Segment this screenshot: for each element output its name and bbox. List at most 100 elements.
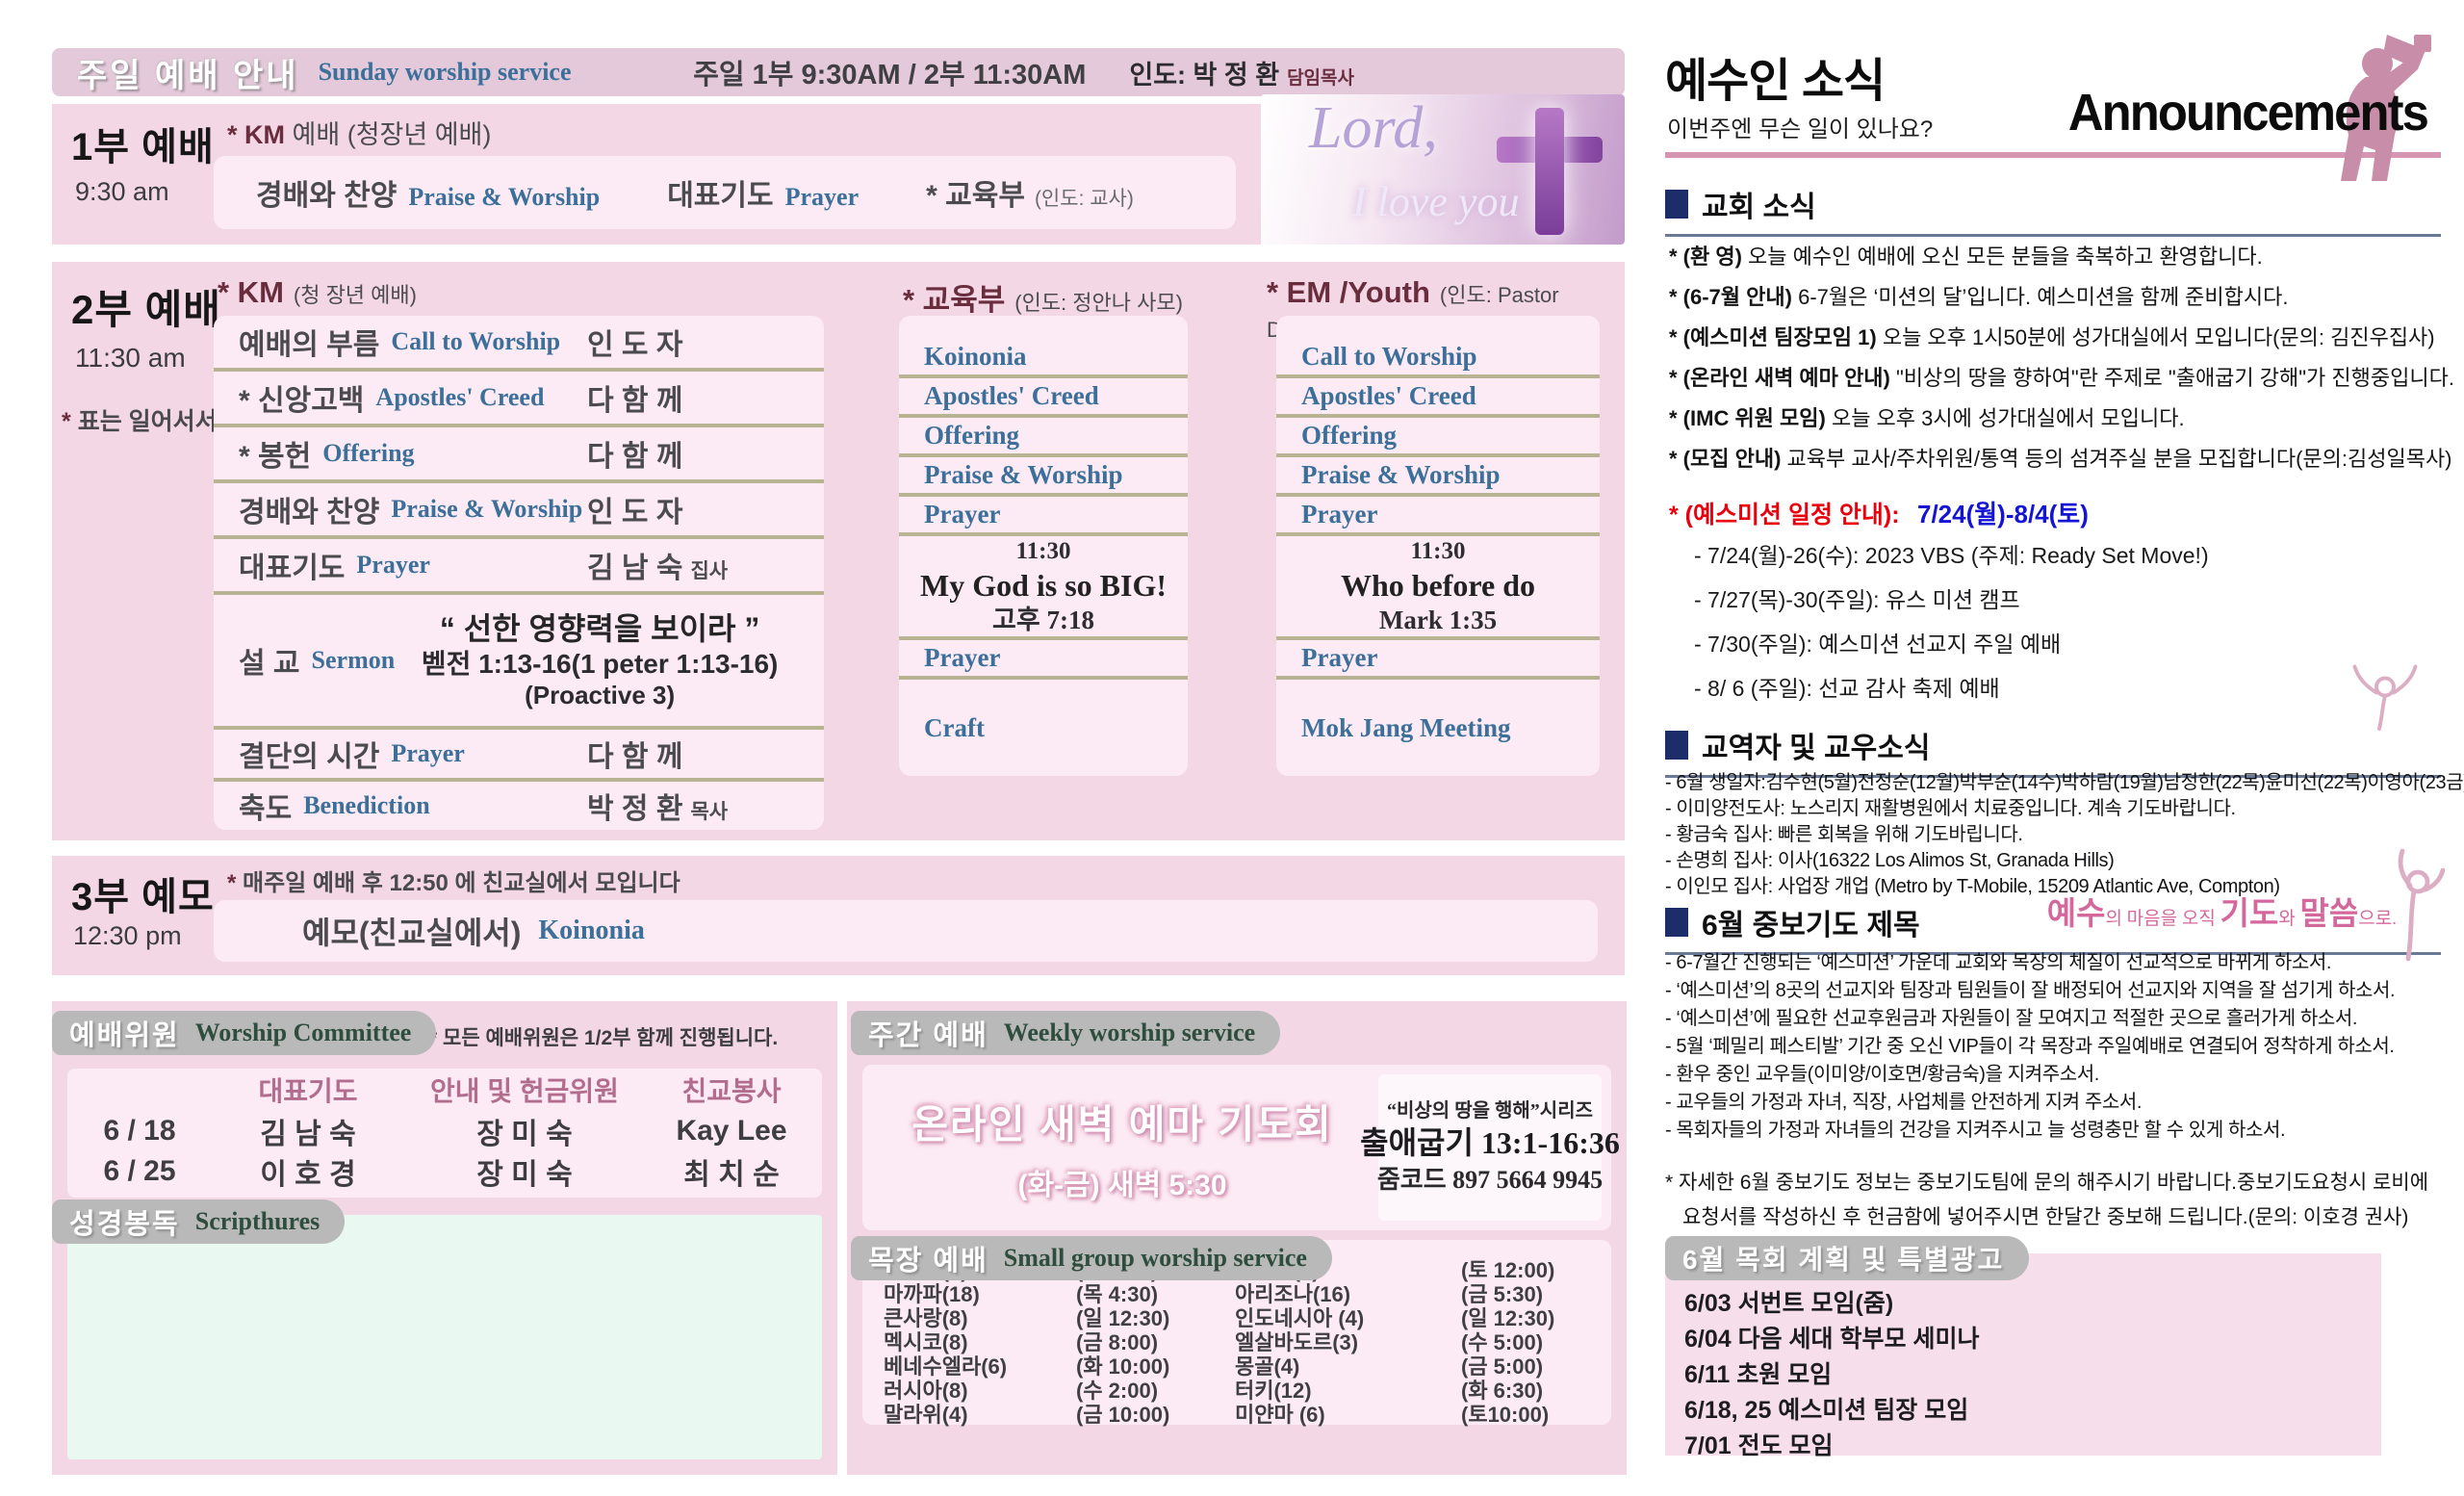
service2-section: 2부 예배 11:30 am * 표는 일어서서 * KM (청 장년 예배) 예… [52,262,1625,840]
special-announcements-label: 6월 목회 계획 및 특별광고 [1665,1236,2030,1280]
mission-schedule-date: 7/24(월)-8/4(토) [1917,500,2089,529]
smallgroup-row: 큰사랑(8) (일 12:30) 인도네시아 (4) (일 12:30) [884,1306,1555,1330]
news-item: * (IMC 위원 모임) 오늘 오후 3시에 성가대실에서 모입니다. [1669,406,2185,430]
committee-col-usher: 안내 및 헌금위원 [430,1076,619,1106]
service1-order-row: 경배와 찬양 Praise & Worship 대표기도 Prayer * 교육부(… [214,156,1236,229]
mission-item: - 7/30(주일): 예스미션 선교지 주일 예배 [1694,632,2062,657]
prayer-item: - ‘예스미션’의 8곳의 선교지와 팀장과 팀원들이 잘 배정되어 선교지와 … [1665,980,2396,1001]
km-row-response: 결단의 시간 Prayer 다 함 께 [214,730,824,782]
member-news-list: - 6월 생일자:김수현(5월)전정순(12월)박부순(14수)박하람(19월)… [1665,770,2464,900]
committee-section: 예배위원 Worship Committee * 모든 예배위원은 1/2부 함… [52,1001,837,1475]
prayer-item: - 6-7월간 진행되는 ‘예스미션’ 가운데 교회와 목장의 체질이 선교적으… [1665,952,2332,973]
weekly-box: 온라인 새벽 예마 기도회 (화-금) 새벽 5:30 “비상의 땅을 행해”시… [862,1065,1620,1230]
hero-image: Lord, I love you [1261,94,1625,245]
smallgroup-row: 마까파(18) (목 4:30) 아리조나(16) (금 5:30) [884,1282,1544,1306]
news-item: * (온라인 새벽 예마 안내) "비상의 땅을 향하여"란 주제로 "출애굽기… [1669,366,2454,390]
dawn-prayer-name: 온라인 새벽 예마 기도회 [911,1102,1333,1147]
em-row: Offering [1276,418,1600,457]
km-column-header: * KM (청 장년 예배) [218,275,417,309]
committee-col-prayer: 대표기도 [258,1076,358,1106]
news-item: * (예스미션 팀장모임 1) 오늘 오후 1시50분에 성가대실에서 모입니다… [1669,325,2435,349]
section-square-icon [1665,908,1688,937]
worship-guide-title-en: Sunday worship service [318,58,572,86]
service-leader: 인도: 박 정 환 담임목사 [1129,54,1354,91]
special-item: 7/01 전도 모임 [1684,1432,1834,1459]
praising-figure-icon [2339,662,2431,736]
service1-title: 1부 예배 [71,126,215,168]
service3-title: 3부 예모 [71,876,215,918]
weekly-label: 주간 예배 Weekly worship service [851,1011,1281,1055]
news-item: * (환 영) 오늘 예수인 예배에 오신 모든 분들을 축복하고 환영합니다. [1669,245,2263,269]
worship-guide-header: 주일 예배 안내 Sunday worship service 주일 1부 9:… [52,48,1625,96]
km-order-table: 예배의 부름 Call to Worship 인 도 자 * 신앙고백 Apostl… [214,316,824,830]
kids-row: Offering [899,418,1188,457]
smallgroup-row: 말라위(4) (금 10:00) 미얀마 (6) (토10:00) [884,1403,1550,1427]
prayer-note-line2: 요청서를 작성하신 후 헌금함에 넣어주시면 한달간 중보해 드립니다.(문의:… [1682,1206,2409,1228]
kids-row: Koinonia [899,339,1188,378]
praising-figure-icon [2387,847,2446,967]
em-order-table: Call to Worship Apostles' Creed Offering… [1276,316,1600,776]
service3-section: 3부 예모 12:30 pm * 매주일 예배 후 12:50 에 친교실에서 … [52,856,1625,975]
leader-title: 담임목사 [1287,67,1354,89]
church-news-list: * (환 영) 오늘 예수인 예배에 오신 모든 분들을 축복하고 환영합니다.… [1669,237,2454,479]
prayer-item: - 5월 ‘페밀리 페스티발’ 기간 중 오신 VIP들이 각 목장과 주일예배… [1665,1036,2395,1057]
hero-text-line1: Lord, [1309,95,1438,161]
kids-row: Apostles' Creed [899,378,1188,418]
smallgroup-row: 러시아(8) (수 2:00) 터키(12) (화 6:30) [884,1379,1544,1403]
service1-time: 9:30 am [75,177,169,206]
special-item: 6/18, 25 예스미션 팀장 모임 [1684,1397,1969,1424]
sermon-series: (Proactive 3) [525,680,676,709]
series-scripture: 출애굽기 13:1-16:36 [1360,1125,1620,1161]
service-times: 주일 1부 9:30AM / 2부 11:30AM [693,60,1087,90]
mission-schedule-line: * (예스미션 일정 안내): 7/24(월)-8/4(토) [1669,495,2089,530]
em-row: Praise & Worship [1276,457,1600,497]
kids-order-table: Koinonia Apostles' Creed Offering Praise… [899,316,1188,776]
em-row: Prayer [1276,640,1600,680]
special-item: 6/04 다음 세대 학부모 세미나 [1684,1326,1980,1353]
service1-item-praise: 경배와 찬양 Praise & Worship [256,180,601,212]
title-divider [1665,152,2441,158]
kids-column-header: * 교육부 (인도: 정안나 사모) [903,283,1183,317]
news-item: * (모집 안내) 교육부 교사/주차위원/통역 등의 섬겨주실 분을 모집합니… [1669,447,2452,471]
prayer-motto: 예수의 마음을 오직 기도와 말씀으로. [2046,897,2397,932]
weekly-section: 주간 예배 Weekly worship service 온라인 새벽 예마 기… [847,1001,1627,1475]
mission-schedule-label: * (예스미션 일정 안내): [1669,502,1900,529]
km-row-offering: * 봉헌 Offering 다 함 께 [214,427,824,483]
member-item: - 황금숙 집사: 빠른 회복을 위해 기도바립니다. [1665,824,2023,845]
sermon-scripture: 벧전 1:13-16(1 peter 1:13-16) [421,648,779,679]
dawn-prayer-series-box: “비상의 땅을 행해”시리즈 출애굽기 13:1-16:36 줌코드 897 5… [1360,1074,1620,1221]
service1-km: KM [244,120,286,149]
committee-date: 6 / 25 [103,1155,176,1187]
news-item: * (6-7월 안내) 6-7월은 ‘미션의 달’입니다. 예스미션을 함께 준… [1669,285,2289,309]
smallgroup-label: 목장 예배 Small group worship service [851,1236,1332,1280]
kids-row: Prayer [899,640,1188,680]
prayer-item: - 교우들의 가정과 자녀, 직장, 사업체를 안전하게 지켜 주소서. [1665,1092,2142,1113]
committee-note: * 모든 예배위원은 1/2부 함께 진행됩니다. [429,1027,779,1049]
km-row-person: 다 함 께 [587,441,683,473]
member-item: - 손명희 집사: 이사(16322 Los Alimos St, Granad… [1665,850,2115,871]
member-item: - 이미양전도사: 노스리지 재활병원에서 치료중입니다. 계속 기도바랍니다. [1665,798,2236,819]
smallgroup-row: 멕시코(8) (금 8:00) 엘살바도르(3) (수 5:00) [884,1330,1544,1354]
km-row-creed: * 신앙고백 Apostles' Creed 다 함 께 [214,372,824,427]
announcements-title-en: Announcements [2067,84,2429,142]
prayer-note-line1: * 자세한 6월 중보기도 정보는 중보기도팀에 문의 해주시기 바랍니다.중보… [1665,1172,2429,1194]
announcements-panel: 예수인 소식 이번주엔 무슨 일이 있나요? Announcements 교회 … [1665,35,2464,1496]
section-square-icon [1665,190,1688,219]
section-square-icon [1665,731,1688,760]
km-row-sermon: 설 교 Sermon “ 선한 영향력을 보이라 ” 벧전 1:13-16(1 p… [214,595,824,730]
committee-table: 대표기도 안내 및 헌금위원 친교봉사 6 / 18 김 남 숙 장 미 숙 K… [67,1069,822,1198]
service1-item-prayer: 대표기도 Prayer [667,180,860,212]
service1-item-edu: * 교육부 (인도: 교사) [926,180,1134,212]
mission-item: - 7/24(월)-26(수): 2023 VBS (주제: Ready Set… [1694,543,2209,568]
kids-row-craft: Craft [924,712,985,742]
special-item: 6/11 초원 모임 [1684,1361,1833,1388]
km-row-person: 인 도 자 [587,329,683,361]
special-item: 6/03 서번트 모임(줌) [1684,1290,1894,1317]
km-row-benediction: 축도 Benediction 박 정 환 목사 [214,782,824,830]
standing-mark: * [227,120,245,149]
scriptures-blank-box [67,1215,822,1459]
km-row-person: 다 함 께 [587,385,683,417]
sermon-title: “ 선한 영향력을 보이라 ” [439,610,760,646]
hero-text-line2: I love you [1352,178,1520,225]
